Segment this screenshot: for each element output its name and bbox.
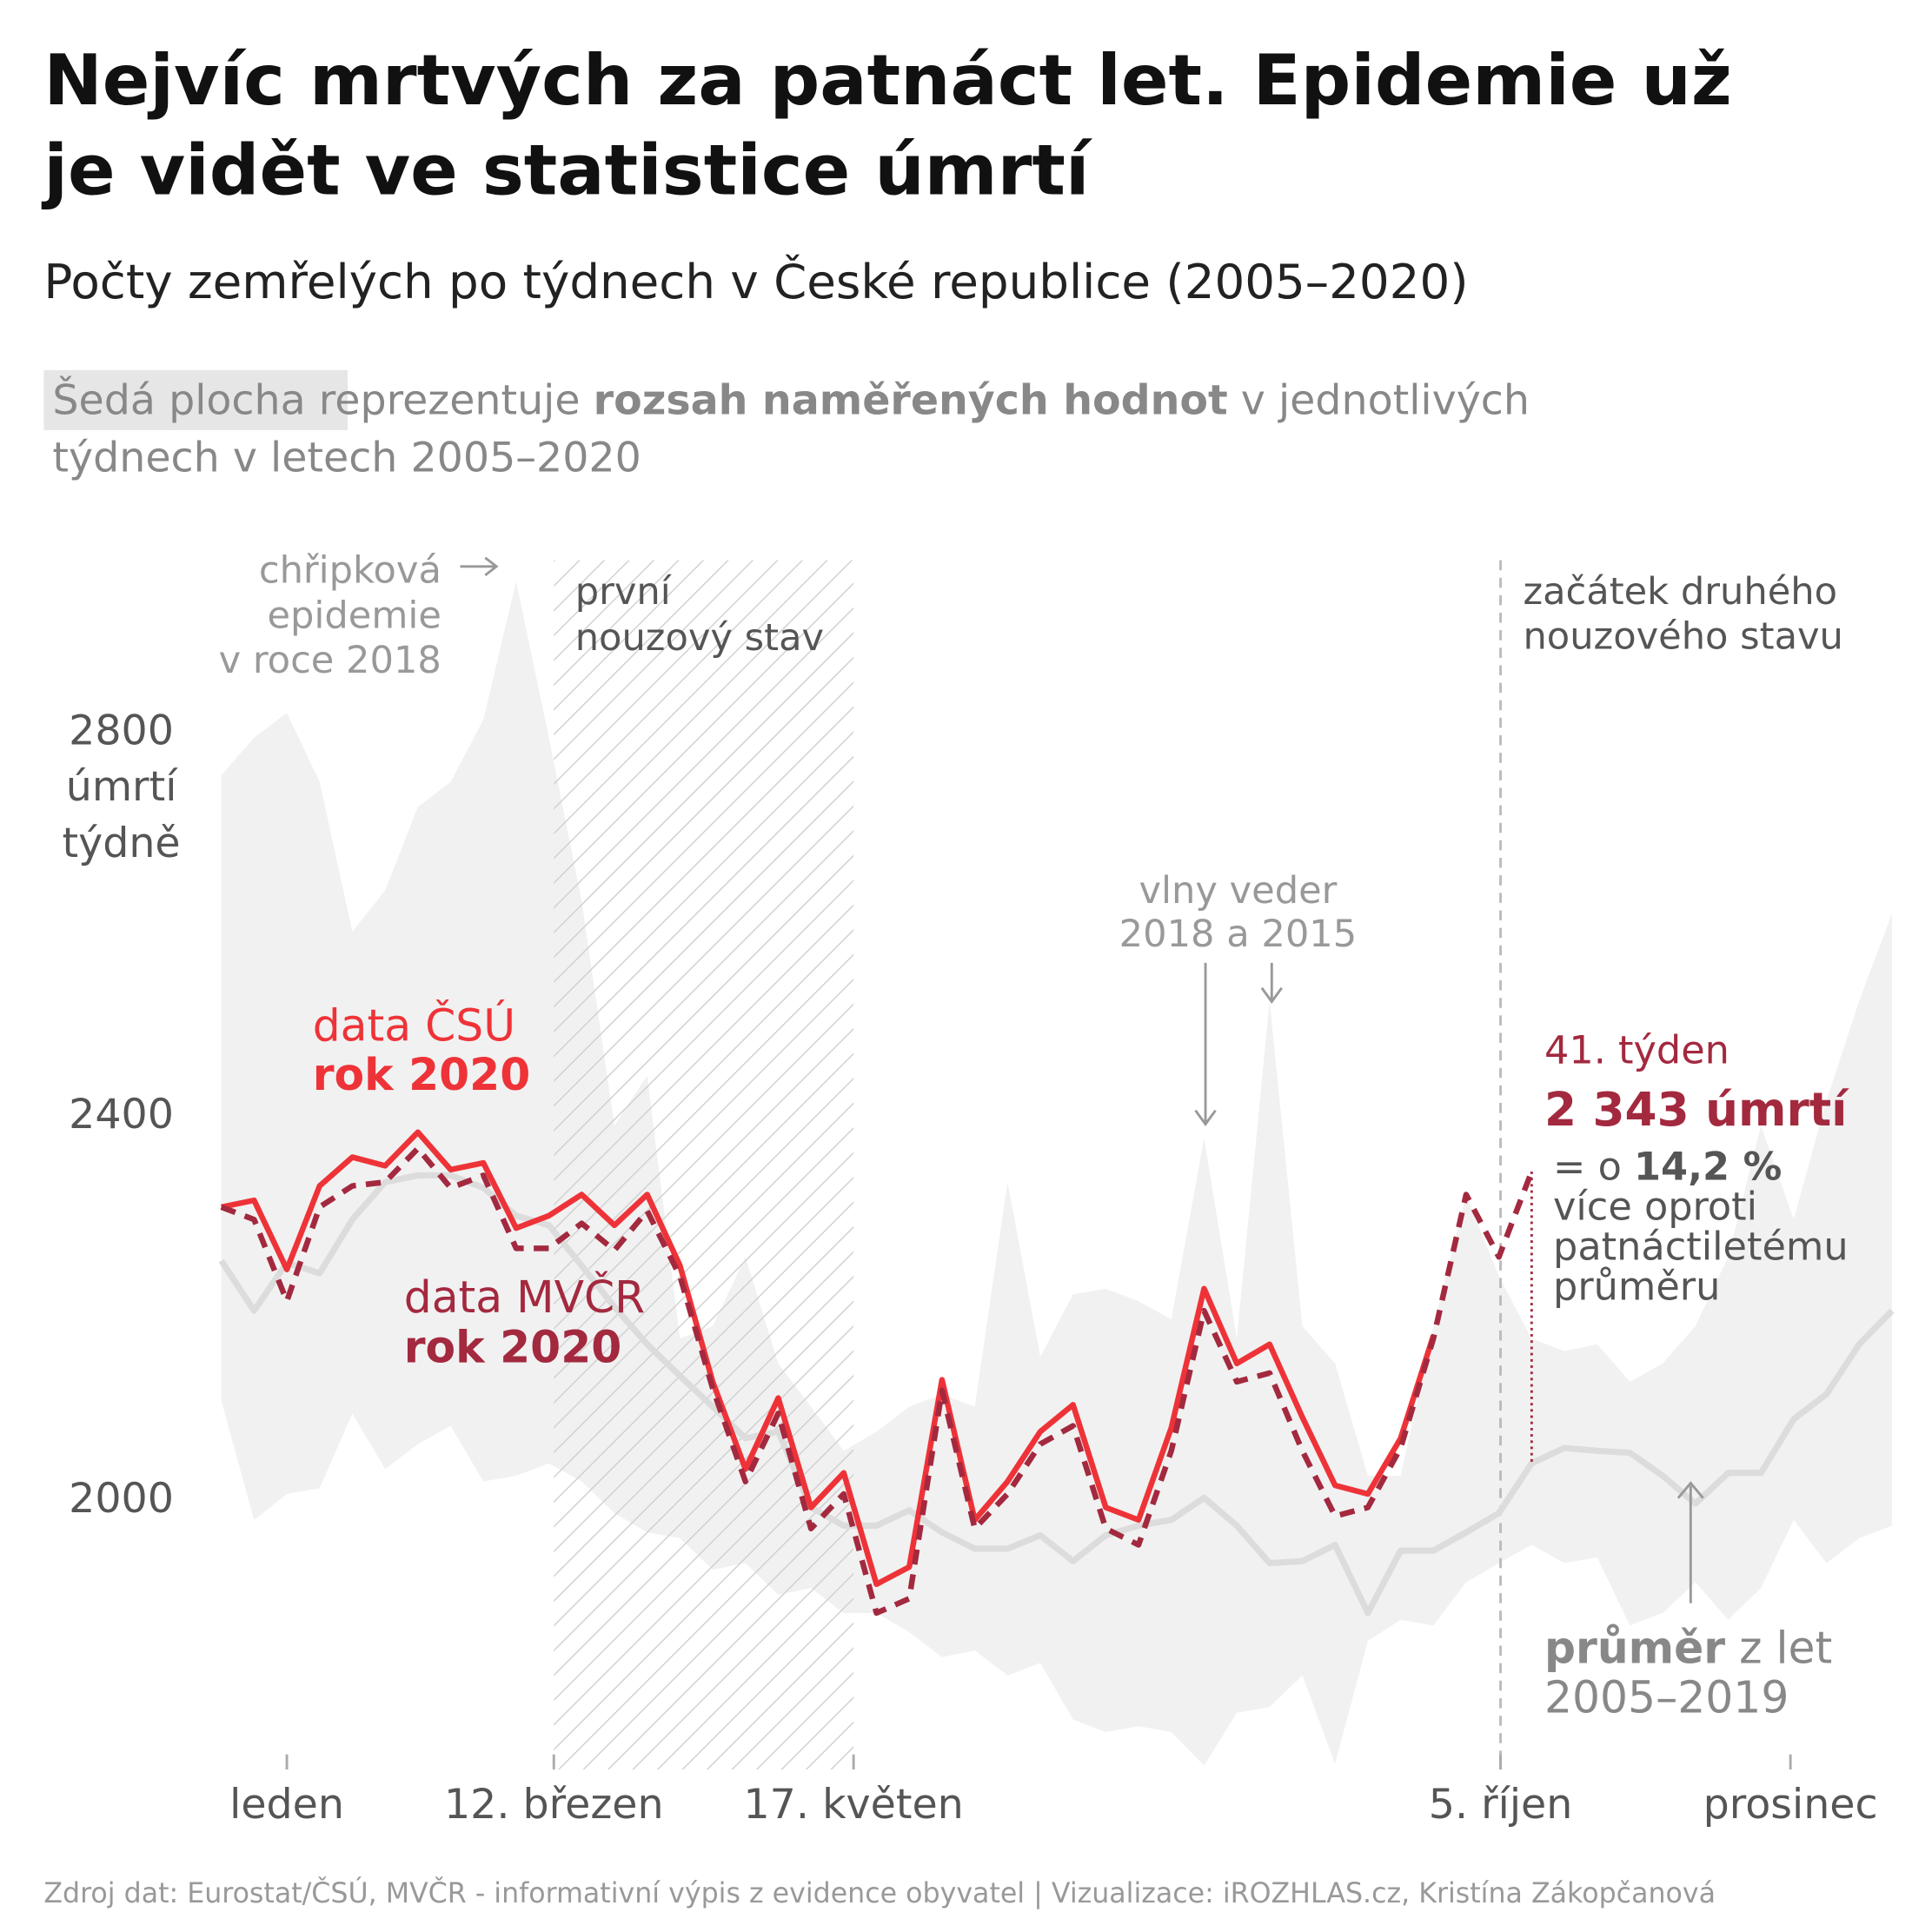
- y-axis-label: týdně: [63, 820, 181, 867]
- series-line: [220, 1145, 1535, 1617]
- title: je vidět ve statistice úmrtí: [41, 129, 1093, 211]
- note-highlight: [43, 369, 348, 430]
- arrow: [460, 556, 499, 576]
- annotation: v roce 2018: [219, 639, 442, 682]
- callout-title: 41. týden: [1544, 1027, 1730, 1072]
- annotation: nouzový stav: [575, 616, 824, 660]
- note: týdnech v letech 2005–2020: [52, 434, 641, 481]
- x-tick-label: leden: [229, 1781, 344, 1829]
- note-part: reprezentuje: [306, 376, 594, 424]
- callout-text-part: = o: [1553, 1144, 1634, 1189]
- series-label-part: průměr: [1544, 1622, 1725, 1673]
- note-part: Šedá plocha: [52, 375, 305, 424]
- series-label: data ČSÚ: [313, 1000, 515, 1052]
- series-label: rok 2020: [404, 1321, 622, 1372]
- title: Nejvíc mrtvých za patnáct let. Epidemie …: [43, 40, 1731, 122]
- annotation: vlny veder: [1139, 869, 1337, 913]
- callout-text: průměru: [1553, 1264, 1720, 1309]
- annotation: chřipková: [259, 548, 442, 592]
- emergency-period: [554, 560, 854, 1769]
- source: Zdroj dat: Eurostat/ČSÚ, MVČR - informat…: [43, 1876, 1716, 1909]
- callout-value: 2 343 úmrtí: [1544, 1083, 1849, 1137]
- annotation: epidemie: [267, 594, 441, 637]
- annotation: první: [575, 570, 673, 614]
- x-tick-label: 17. květen: [743, 1781, 963, 1829]
- callout-text: = o 14,2 %: [1553, 1144, 1782, 1189]
- callout-text-part: 14,2 %: [1634, 1144, 1782, 1189]
- arrow: [1260, 962, 1283, 1004]
- callout-text: patnáctiletému: [1553, 1224, 1849, 1269]
- arrow: [1194, 962, 1217, 1126]
- annotation: 2018 a 2015: [1119, 913, 1358, 956]
- series-label: rok 2020: [313, 1049, 531, 1100]
- x-tick-label: 5. říjen: [1429, 1781, 1573, 1829]
- series-label: průměr z let: [1544, 1622, 1832, 1673]
- series-line: [221, 1129, 1437, 1588]
- subtitle: Počty zemřelých po týdnech v České repub…: [43, 253, 1468, 309]
- series-label-part: z let: [1725, 1622, 1832, 1673]
- x-tick-label: 12. březen: [444, 1781, 664, 1829]
- annotation: nouzového stavu: [1523, 615, 1842, 659]
- note-part: rozsah naměřených hodnot: [594, 376, 1228, 424]
- x-tick-label: prosinec: [1703, 1781, 1878, 1829]
- y-axis-label: úmrtí: [66, 763, 178, 811]
- series-label: data MVČR: [404, 1271, 645, 1323]
- y-tick-label: 2400: [69, 1091, 174, 1139]
- note-part: v jednotlivých: [1228, 376, 1530, 424]
- callout-text: více oproti: [1553, 1184, 1757, 1229]
- y-tick-label: 2000: [69, 1475, 174, 1523]
- series-label: 2005–2019: [1544, 1671, 1789, 1723]
- y-tick-label: 2800: [69, 707, 174, 754]
- arrow-head: [1676, 1481, 1704, 1499]
- note: Šedá plocha reprezentuje rozsah naměřený…: [52, 375, 1530, 424]
- annotation: začátek druhého: [1523, 570, 1837, 614]
